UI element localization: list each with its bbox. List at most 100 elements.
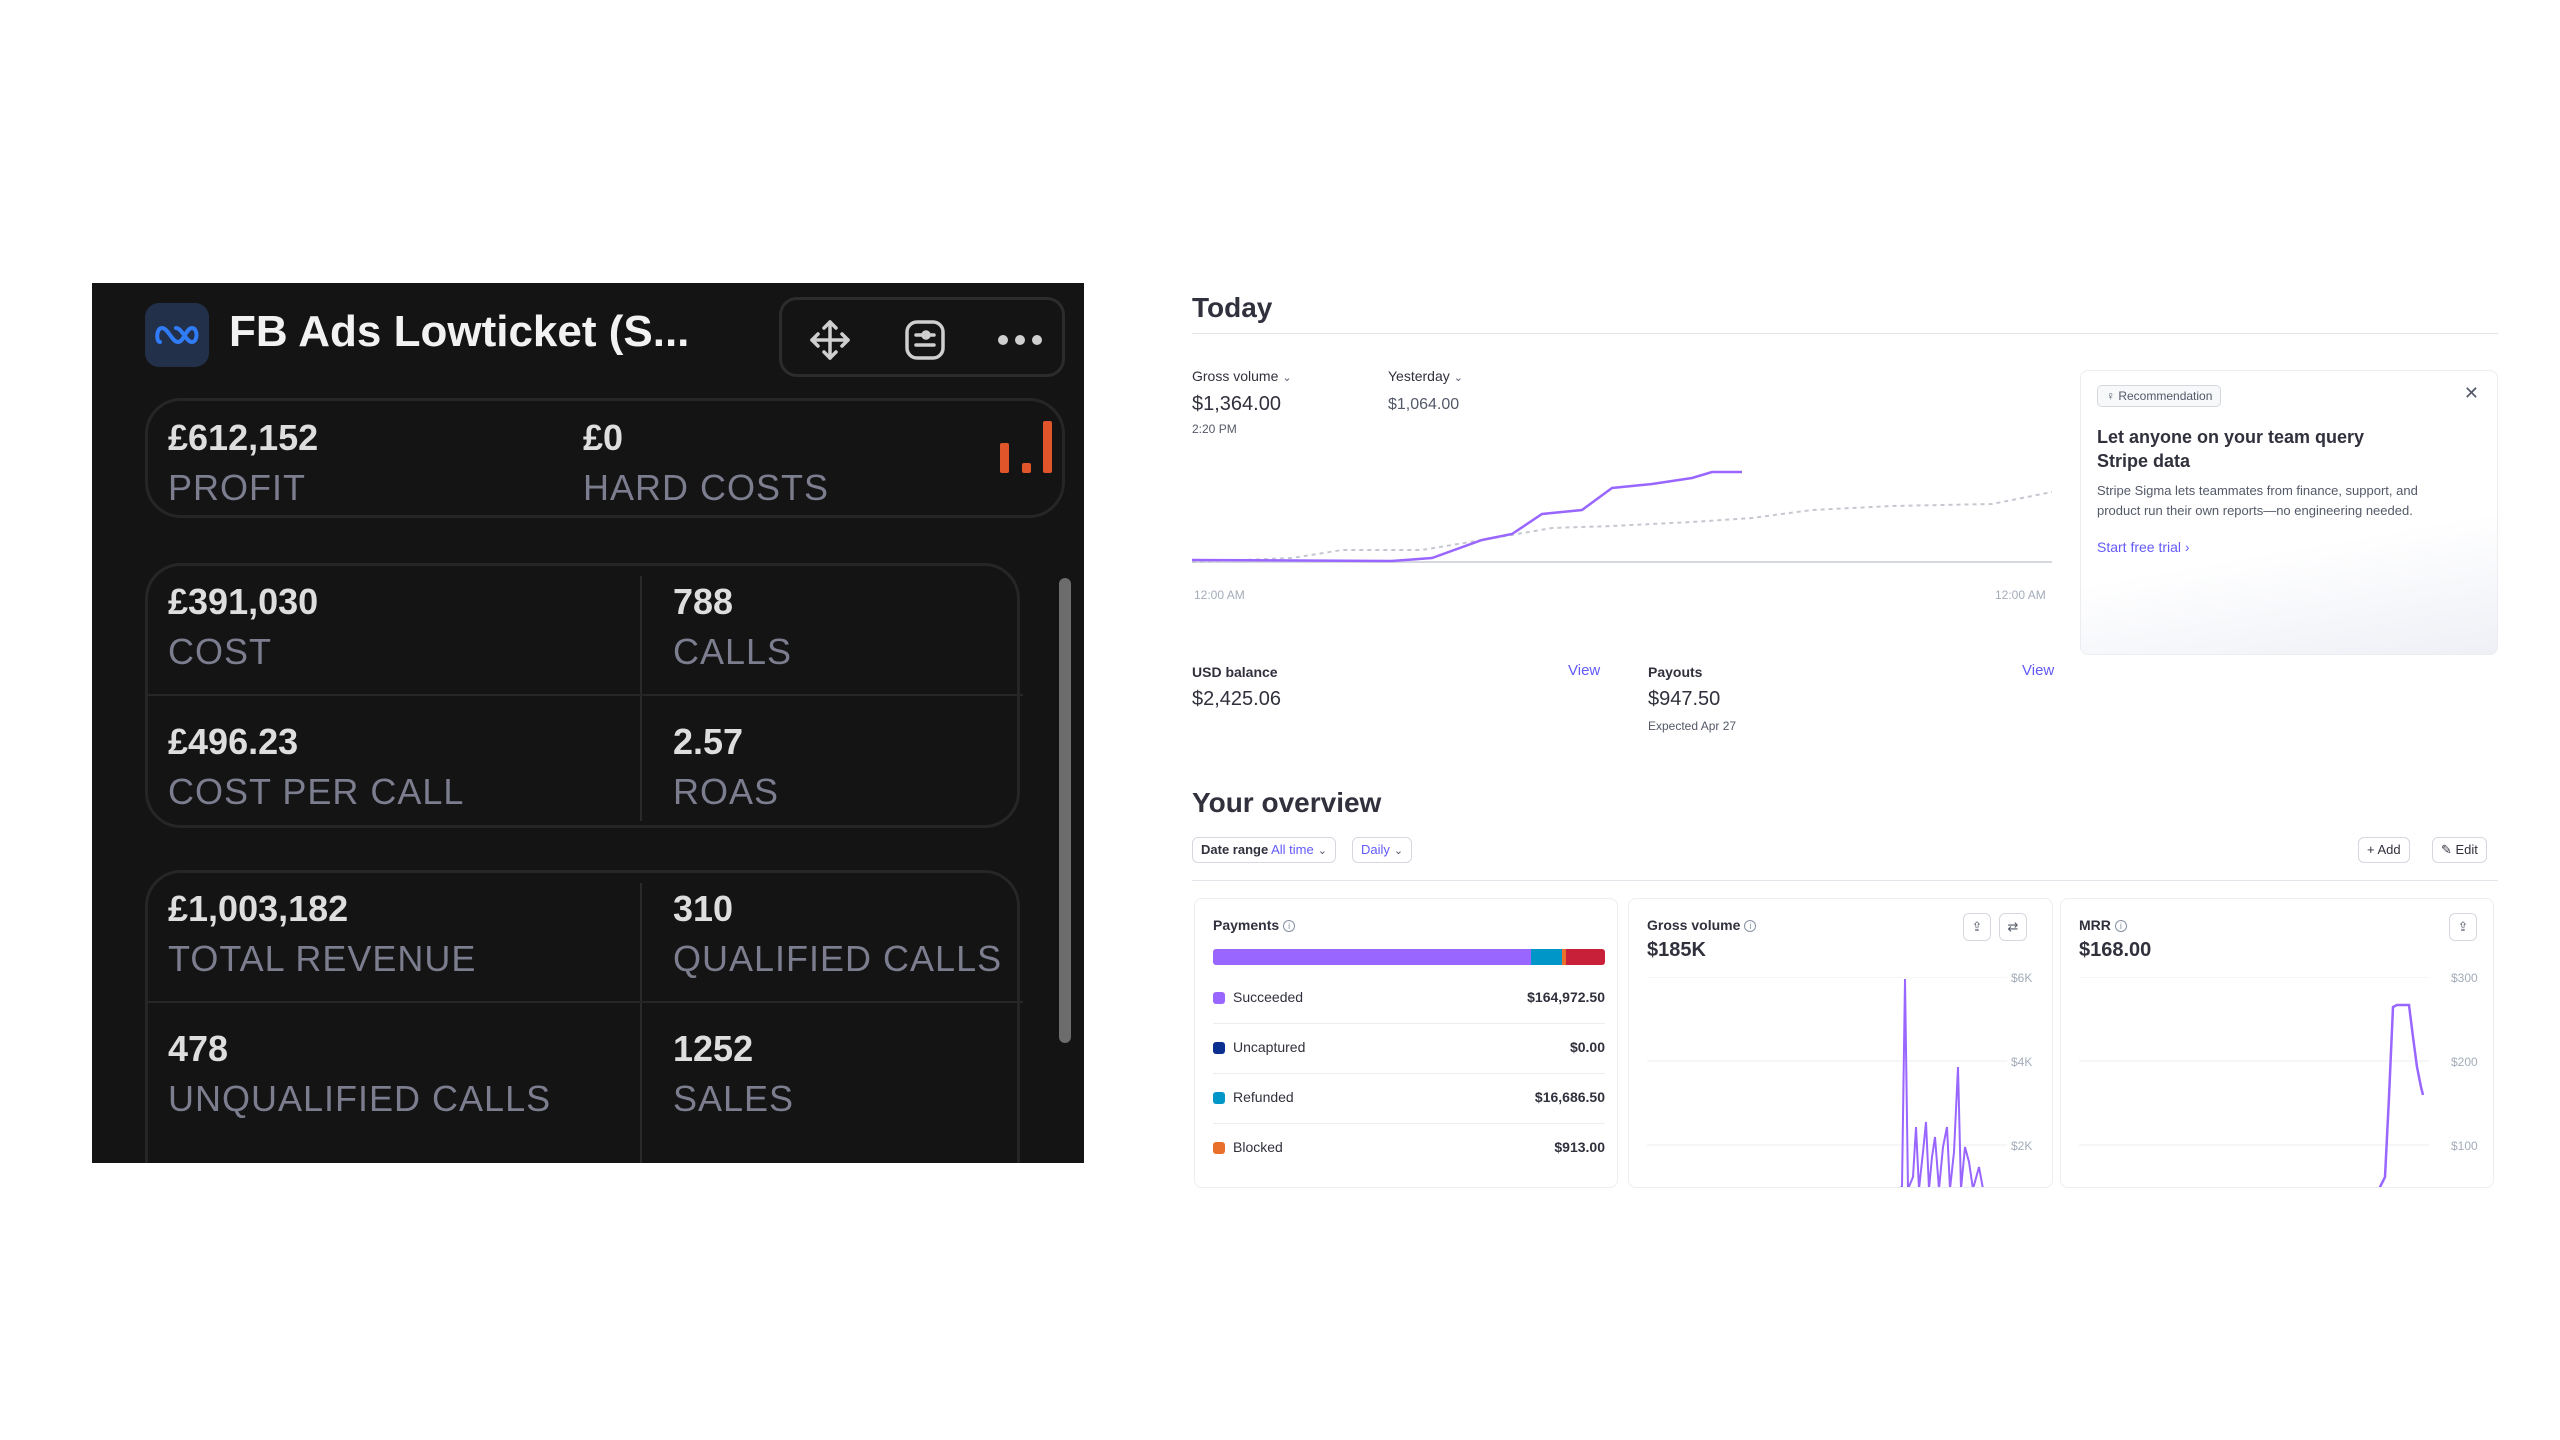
total-revenue-value: £1,003,182	[168, 888, 349, 929]
cost-value: £391,030	[168, 581, 319, 622]
yesterday-label: Yesterday	[1388, 368, 1450, 384]
unqualified-calls-label: UNQUALIFIED CALLS	[168, 1078, 552, 1119]
payouts-value: $947.50	[1648, 688, 1721, 710]
add-label: Add	[2377, 842, 2401, 857]
payment-row: Refunded $16,686.50	[1213, 1074, 1605, 1124]
y-tick: $300	[2451, 971, 2478, 985]
export-icon[interactable]: ⇪	[1963, 913, 1991, 941]
cost-per-call-value: £496.23	[168, 721, 299, 762]
bar-segment-blocked	[1561, 949, 1566, 965]
plus-icon: +	[2367, 842, 2378, 857]
compare-icon[interactable]: ⇄	[1999, 913, 2027, 941]
overview-title: Your overview	[1192, 787, 1382, 818]
payment-row-label: Refunded	[1233, 1089, 1294, 1105]
mrr-card-value: $168.00	[2079, 939, 2152, 961]
payments-title-label: Payments	[1213, 917, 1280, 933]
cost-label: COST	[168, 631, 273, 672]
profit-value: £612,152	[168, 417, 319, 458]
gross-volume-label: Gross volume	[1192, 368, 1279, 384]
stripe-dashboard: Today Gross volume ⌄ $1,364.00 2:20 PM Ye…	[1180, 280, 2520, 1188]
mrr-chart	[2079, 977, 2429, 1187]
fb-ads-widget: FB Ads Lowticket (S... £612,152 PROFIT £…	[92, 283, 1084, 1163]
recommendation-title-line1: Let anyone on your team query	[2097, 427, 2365, 447]
close-icon[interactable]: ✕	[2463, 383, 2479, 403]
column-divider	[640, 883, 642, 1163]
yesterday-line	[1192, 491, 2052, 563]
recommendation-badge: ♀ Recommendation	[2097, 385, 2222, 407]
chevron-down-icon: ⌄	[1317, 845, 1327, 857]
total-revenue-label: TOTAL REVENUE	[168, 938, 477, 979]
widget-toolbar	[779, 297, 1065, 377]
date-range-filter[interactable]: Date range All time ⌄	[1192, 837, 1336, 863]
payment-row-label: Blocked	[1233, 1139, 1283, 1155]
yesterday-dropdown[interactable]: Yesterday ⌄	[1388, 368, 1463, 384]
payment-row-amount: $16,686.50	[1534, 1089, 1605, 1105]
gross-volume-card-title: Gross volume i	[1647, 917, 1757, 933]
payment-row: Uncaptured $0.00	[1213, 1024, 1605, 1074]
info-icon: i	[2114, 920, 2127, 932]
move-arrows-icon[interactable]	[804, 314, 856, 366]
widget-settings-icon[interactable]	[899, 314, 951, 366]
usd-balance-label: USD balance	[1192, 664, 1278, 680]
mini-bar-chart-icon	[998, 419, 1054, 480]
today-line-chart	[1192, 470, 2052, 563]
payouts-expected: Expected Apr 27	[1648, 719, 1737, 733]
row-divider	[148, 694, 1023, 696]
y-tick: $200	[2451, 1055, 2478, 1069]
legend-swatch	[1213, 992, 1225, 1004]
y-tick: $6K	[2011, 971, 2033, 985]
calls-value: 788	[673, 581, 734, 622]
usd-balance-value: $2,425.06	[1192, 688, 1281, 710]
gross-volume-card-value: $185K	[1647, 939, 1706, 961]
payments-card[interactable]: Payments i Succeeded $164,972.50 Uncaptur…	[1194, 898, 1618, 1188]
mrr-line	[2378, 1003, 2425, 1187]
start-free-trial-link[interactable]: Start free trial ›	[2097, 539, 2190, 555]
add-button[interactable]: + Add	[2358, 837, 2410, 863]
y-tick: $100	[2451, 1139, 2478, 1153]
lightbulb-icon: ♀	[2106, 389, 2119, 403]
payment-row-label: Succeeded	[1233, 989, 1304, 1005]
usd-balance-view-link[interactable]: View	[1568, 662, 1601, 679]
scrollbar[interactable]	[1059, 578, 1071, 1043]
mrr-card[interactable]: MRR i $168.00 ⇪ $300 $200 $100	[2060, 898, 2494, 1188]
legend-swatch	[1213, 1042, 1225, 1054]
bar-segment-succeeded	[1213, 949, 1531, 965]
info-icon: i	[1283, 920, 1296, 932]
today-line	[1192, 470, 1742, 563]
interval-filter[interactable]: Daily ⌄	[1352, 837, 1413, 863]
sales-label: SALES	[673, 1078, 795, 1119]
date-range-value: All time	[1271, 842, 1314, 857]
gross-volume-card-title-label: Gross volume	[1647, 917, 1741, 933]
profit-label: PROFIT	[168, 467, 306, 508]
legend-swatch	[1213, 1092, 1225, 1104]
bar-segment-other	[1565, 949, 1605, 965]
divider	[1192, 880, 2498, 881]
payouts-view-link[interactable]: View	[2022, 662, 2055, 679]
interval-value: Daily	[1361, 842, 1390, 857]
more-dots-icon[interactable]	[994, 314, 1046, 366]
meta-infinity-icon	[145, 303, 209, 367]
gross-volume-card[interactable]: Gross volume i $185K ⇪ ⇄ $6K $4K $2K	[1628, 898, 2053, 1188]
divider	[1192, 333, 2498, 334]
x-axis-start: 12:00 AM	[1194, 588, 1245, 602]
recommendation-badge-label: Recommendation	[2118, 389, 2213, 403]
chevron-down-icon: ⌄	[1453, 372, 1463, 384]
profit-card: £612,152 PROFIT £0 HARD COSTS	[145, 398, 1065, 518]
payment-row: Succeeded $164,972.50	[1213, 974, 1605, 1024]
y-tick: $4K	[2011, 1055, 2033, 1069]
gross-volume-dropdown[interactable]: Gross volume ⌄	[1192, 368, 1292, 384]
cost-per-call-label: COST PER CALL	[168, 771, 465, 812]
hard-costs-value: £0	[583, 417, 624, 458]
export-icon[interactable]: ⇪	[2449, 913, 2477, 941]
unqualified-calls-value: 478	[168, 1028, 229, 1069]
gross-volume-line	[1899, 978, 1984, 1187]
mrr-card-title-label: MRR	[2079, 917, 2111, 933]
edit-button[interactable]: ✎ Edit	[2432, 837, 2487, 863]
mrr-card-title: MRR i	[2079, 917, 2127, 933]
roas-value: 2.57	[673, 721, 744, 762]
date-range-label: Date range	[1201, 842, 1269, 857]
recommendation-title-line2: Stripe data	[2097, 451, 2191, 471]
yesterday-value: $1,064.00	[1388, 396, 1460, 413]
sales-value: 1252	[673, 1028, 754, 1069]
gross-volume-time: 2:20 PM	[1192, 422, 1237, 436]
